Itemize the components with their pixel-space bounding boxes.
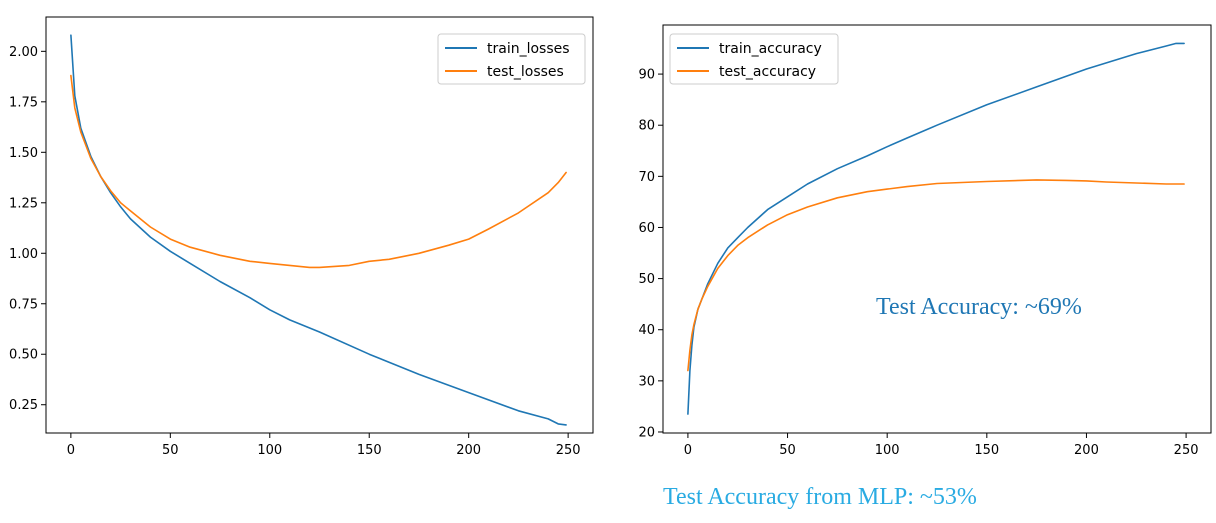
accuracy-y-axis: 20 30 40 50 60 70 80 90 xyxy=(638,68,663,440)
accuracy-x-tick-label: 150 xyxy=(974,443,999,458)
legend-label-train-accuracy: train_accuracy xyxy=(719,41,822,57)
loss-x-tick-label: 0 xyxy=(67,443,75,458)
loss-series xyxy=(70,34,567,426)
loss-y-tick-label: 1.75 xyxy=(9,95,38,110)
accuracy-y-tick-label: 20 xyxy=(638,425,655,440)
loss-x-tick-label: 100 xyxy=(257,443,282,458)
series-line-test-losses xyxy=(70,74,567,269)
accuracy-y-tick-label: 80 xyxy=(638,119,655,134)
loss-y-tick-label: 0.50 xyxy=(9,348,38,363)
loss-legend: train_losses test_losses xyxy=(437,33,586,85)
accuracy-y-tick-label: 90 xyxy=(638,68,655,83)
series-line-test-accuracy xyxy=(687,179,1185,372)
accuracy-chart: 20 30 40 50 60 70 80 90 0 50 100 150 200 250 train_a… xyxy=(638,24,1212,458)
loss-y-tick-label: 1.25 xyxy=(9,196,38,211)
loss-x-tick-label: 250 xyxy=(556,443,581,458)
loss-y-tick-label: 0.25 xyxy=(9,398,38,413)
accuracy-y-tick-label: 60 xyxy=(638,221,655,236)
loss-x-axis: 0 50 100 150 200 250 xyxy=(67,433,581,458)
loss-y-tick-label: 1.00 xyxy=(9,247,38,262)
loss-y-tick-label: 1.50 xyxy=(9,146,38,161)
accuracy-x-tick-label: 100 xyxy=(875,443,900,458)
test-accuracy-annotation: Test Accuracy: ~69% xyxy=(876,294,1082,320)
mlp-accuracy-annotation: Test Accuracy from MLP: ~53% xyxy=(663,484,977,510)
accuracy-plot-frame xyxy=(662,24,1212,434)
accuracy-series xyxy=(687,42,1185,415)
series-line-train-losses xyxy=(70,34,567,426)
legend-label-train-losses: train_losses xyxy=(487,41,570,57)
loss-plot-frame xyxy=(45,16,594,434)
loss-x-tick-label: 50 xyxy=(162,443,179,458)
accuracy-y-tick-label: 40 xyxy=(638,323,655,338)
loss-x-tick-label: 200 xyxy=(456,443,481,458)
accuracy-y-tick-label: 50 xyxy=(638,272,655,287)
loss-y-axis: 0.25 0.50 0.75 1.00 1.25 1.50 1.75 2.00 xyxy=(9,45,46,413)
loss-x-tick-label: 150 xyxy=(357,443,382,458)
accuracy-legend: train_accuracy test_accuracy xyxy=(669,33,839,85)
loss-chart: 0.25 0.50 0.75 1.00 1.25 1.50 1.75 2.00 0 50 100 1… xyxy=(9,16,594,458)
accuracy-x-tick-label: 200 xyxy=(1074,443,1099,458)
loss-y-tick-label: 0.75 xyxy=(9,297,38,312)
accuracy-y-tick-label: 70 xyxy=(638,170,655,185)
legend-label-test-accuracy: test_accuracy xyxy=(719,64,816,80)
accuracy-legend-box xyxy=(669,33,839,85)
accuracy-x-axis: 0 50 100 150 200 250 xyxy=(684,433,1199,458)
legend-label-test-losses: test_losses xyxy=(487,64,564,80)
accuracy-y-tick-label: 30 xyxy=(638,374,655,389)
accuracy-x-tick-label: 50 xyxy=(779,443,796,458)
accuracy-x-tick-label: 250 xyxy=(1174,443,1199,458)
loss-y-tick-label: 2.00 xyxy=(9,45,38,60)
accuracy-x-tick-label: 0 xyxy=(684,443,692,458)
